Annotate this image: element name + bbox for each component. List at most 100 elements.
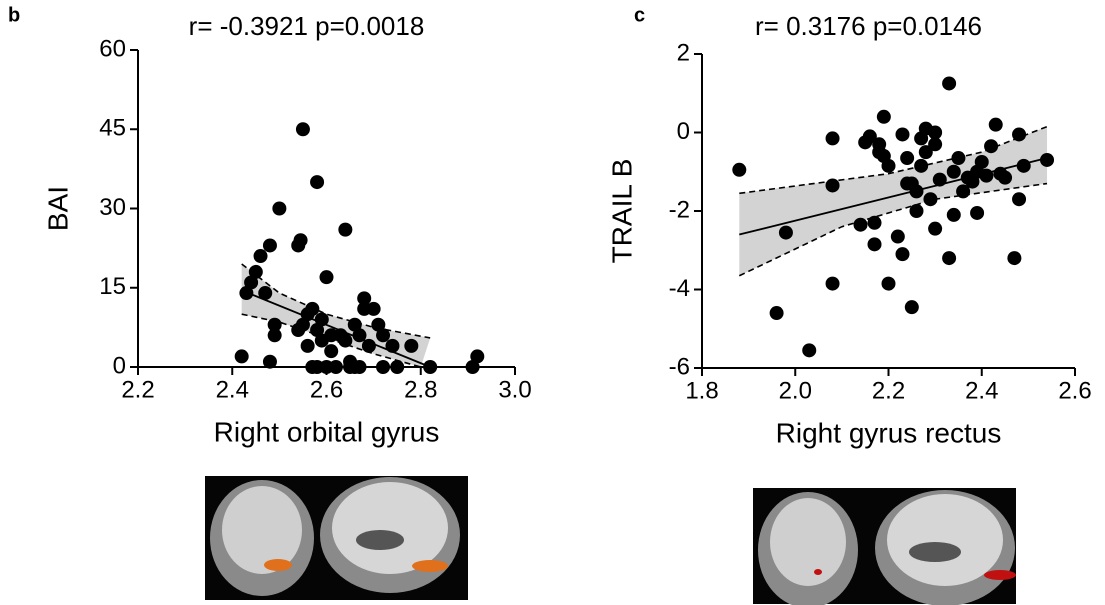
data-point (872, 137, 887, 152)
data-point (310, 323, 325, 338)
data-point (300, 338, 315, 353)
y-tick-label: 60 (99, 35, 126, 62)
y-axis-label: BAI (42, 186, 73, 231)
data-point (928, 137, 943, 152)
data-point (881, 276, 896, 291)
data-point (262, 354, 277, 369)
data-point (295, 122, 310, 137)
data-point (914, 158, 929, 173)
data-point (928, 221, 943, 236)
y-tick-label: 15 (99, 273, 126, 300)
data-point (319, 270, 334, 285)
x-tick-label: 2.4 (965, 377, 998, 404)
data-point (267, 317, 282, 332)
chart-title: r= 0.3176 p=0.0146 (755, 11, 982, 41)
data-point (890, 229, 905, 244)
data-point (234, 349, 249, 364)
data-point (867, 237, 882, 252)
brain-image-c (753, 488, 1016, 605)
x-tick-label: 3.0 (498, 376, 531, 403)
x-tick-label: 2.2 (121, 376, 154, 403)
confidence-bound (738, 182, 1048, 277)
data-point (371, 317, 386, 332)
y-axis-label: TRAIL B (606, 159, 637, 264)
y-tick-label: -6 (669, 353, 690, 380)
data-point (825, 276, 840, 291)
data-point (825, 131, 840, 146)
y-tick-label: 2 (677, 39, 690, 66)
brain-image-b (205, 476, 468, 600)
data-point (366, 301, 381, 316)
data-point (862, 129, 877, 144)
confidence-bound (241, 313, 421, 368)
data-point (352, 328, 367, 343)
data-point (390, 360, 405, 374)
data-point (361, 338, 376, 353)
data-point (262, 238, 277, 253)
x-tick-label: 2.0 (779, 377, 812, 404)
x-axis-label: Right gyrus rectus (776, 417, 1002, 448)
data-point (951, 151, 966, 166)
x-tick-label: 2.8 (404, 376, 437, 403)
data-point (352, 360, 367, 374)
data-point (946, 164, 961, 179)
data-point (932, 172, 947, 187)
data-point (732, 162, 747, 177)
data-point (867, 215, 882, 230)
x-tick-label: 2.6 (1058, 377, 1091, 404)
data-point (385, 338, 400, 353)
panel-label: b (8, 4, 20, 26)
data-point (909, 204, 924, 218)
panel-label: c (634, 4, 645, 26)
x-tick-label: 1.8 (685, 377, 718, 404)
data-point (248, 264, 263, 279)
data-point (825, 178, 840, 193)
x-axis-label: Right orbital gyrus (214, 416, 440, 447)
data-point (328, 360, 343, 374)
data-point (258, 286, 273, 301)
data-point (1007, 251, 1022, 266)
data-point (778, 225, 793, 240)
data-point (338, 333, 353, 348)
data-point (1016, 158, 1031, 173)
data-point (970, 205, 985, 220)
data-point (267, 328, 282, 343)
data-point (244, 275, 259, 290)
data-point (314, 312, 329, 327)
data-point (974, 154, 989, 169)
data-point (1012, 127, 1027, 142)
data-point (853, 217, 868, 232)
data-point (1040, 152, 1055, 167)
data-point (881, 158, 896, 173)
x-tick-label: 2.6 (310, 376, 343, 403)
data-point (324, 344, 339, 359)
data-point (928, 125, 943, 140)
data-point (310, 175, 325, 190)
data-point (347, 317, 362, 332)
data-point (900, 151, 915, 166)
fit-line (241, 289, 431, 368)
data-point (876, 109, 891, 124)
data-point (984, 139, 999, 154)
data-point (895, 247, 910, 262)
data-point (465, 360, 480, 374)
data-point (769, 306, 784, 321)
data-point (909, 184, 924, 199)
data-point (239, 286, 254, 301)
data-point (802, 343, 817, 358)
data-point (272, 201, 287, 216)
data-point (423, 360, 438, 374)
y-tick-label: 0 (677, 118, 690, 145)
y-tick-label: -2 (669, 196, 690, 223)
data-point (988, 117, 1003, 132)
confidence-bound (241, 263, 431, 339)
data-point (942, 251, 957, 266)
y-tick-label: -4 (669, 275, 690, 302)
data-point (253, 249, 268, 264)
data-point (357, 291, 372, 306)
data-point (942, 76, 957, 91)
data-point (1012, 192, 1027, 207)
data-point (923, 192, 938, 207)
data-point (305, 301, 320, 316)
